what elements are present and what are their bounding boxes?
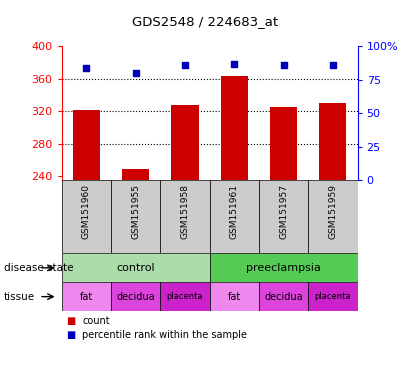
Bar — [210, 253, 358, 282]
Bar — [62, 282, 111, 311]
Text: GDS2548 / 224683_at: GDS2548 / 224683_at — [132, 15, 279, 28]
Text: GSM151960: GSM151960 — [82, 184, 91, 239]
Text: placenta: placenta — [167, 292, 203, 301]
Text: placenta: placenta — [315, 292, 351, 301]
Bar — [210, 180, 259, 253]
Bar — [62, 253, 210, 282]
Text: tissue: tissue — [4, 291, 35, 302]
Bar — [221, 76, 248, 180]
Bar — [259, 282, 308, 311]
Bar — [160, 282, 210, 311]
Text: decidua: decidua — [264, 291, 303, 302]
Point — [330, 62, 336, 68]
Text: fat: fat — [80, 291, 93, 302]
Text: GSM151959: GSM151959 — [328, 184, 337, 239]
Bar — [62, 180, 111, 253]
Bar — [111, 282, 160, 311]
Text: count: count — [82, 316, 110, 326]
Bar — [259, 180, 308, 253]
Point — [280, 62, 287, 68]
Text: ■: ■ — [66, 330, 75, 340]
Bar — [111, 180, 160, 253]
Text: GSM151955: GSM151955 — [131, 184, 140, 239]
Text: percentile rank within the sample: percentile rank within the sample — [82, 330, 247, 340]
Bar — [73, 111, 100, 180]
Bar — [308, 282, 358, 311]
Text: preeclampsia: preeclampsia — [246, 263, 321, 273]
Bar — [319, 103, 346, 180]
Bar — [122, 169, 149, 180]
Text: disease state: disease state — [4, 263, 74, 273]
Bar — [270, 107, 297, 180]
Point — [231, 61, 238, 67]
Text: decidua: decidua — [116, 291, 155, 302]
Point — [132, 70, 139, 76]
Point — [182, 62, 188, 68]
Text: control: control — [116, 263, 155, 273]
Bar — [308, 180, 358, 253]
Text: ■: ■ — [66, 316, 75, 326]
Point — [83, 65, 90, 71]
Text: GSM151961: GSM151961 — [230, 184, 239, 239]
Text: fat: fat — [228, 291, 241, 302]
Bar — [210, 282, 259, 311]
Bar — [160, 180, 210, 253]
Text: GSM151957: GSM151957 — [279, 184, 288, 239]
Bar — [171, 105, 199, 180]
Text: GSM151958: GSM151958 — [180, 184, 189, 239]
